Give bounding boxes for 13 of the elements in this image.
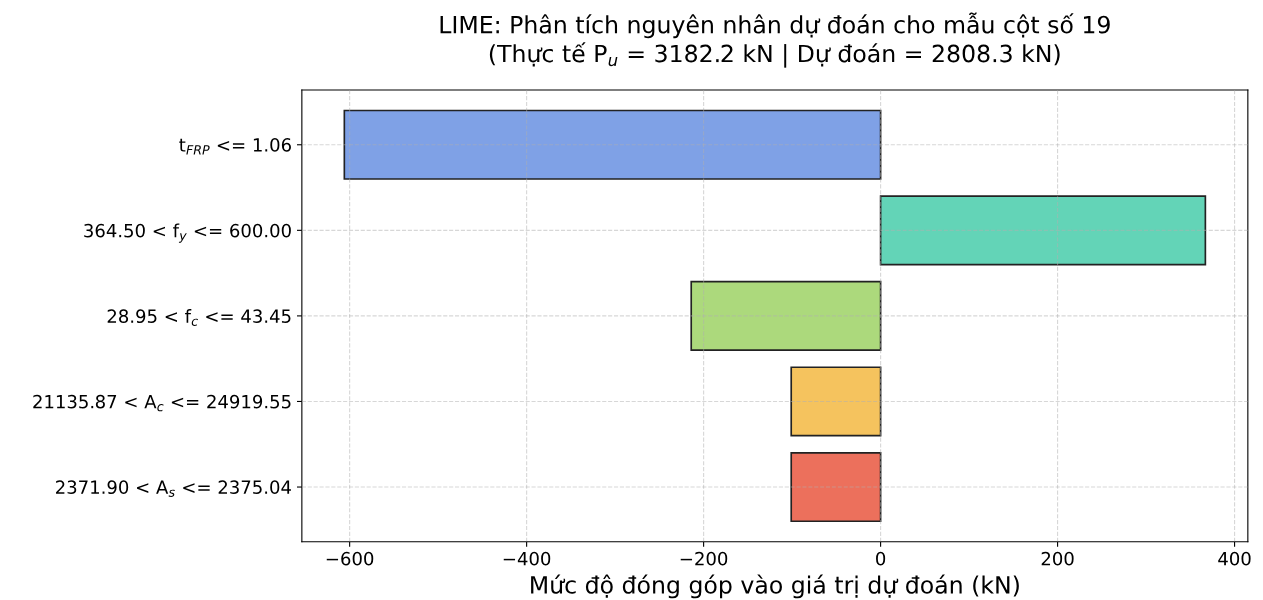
x-axis-title: Mức độ đóng góp vào giá trị dự đoán (kN)	[531, 574, 1019, 599]
x-tick-label: 400	[1218, 551, 1251, 566]
x-tick-label: −400	[503, 551, 551, 566]
x-tick-label: −200	[680, 551, 728, 566]
y-tick-label: 28.95 < f$_{c}$ <= 43.45	[107, 309, 291, 326]
y-tick-label: t$_{FRP}$ <= 1.06	[179, 138, 291, 155]
x-tick-label: 200	[1041, 551, 1074, 566]
x-tick-label: −600	[326, 551, 374, 566]
y-tick-label: 21135.87 < A$_{c}$ <= 24919.55	[33, 394, 291, 412]
y-tick-label: 364.50 < f$_{y}$ <= 600.00	[84, 223, 291, 243]
chart-title: LIME: Phân tích nguyên nhân dự đoán cho mẫu cột số 19 (Thực tế P$_{u}$ = 3182.2 kN | Dự đoán = 2808.3 kN)	[440, 12, 1110, 68]
y-tick-label: 2371.90 < A$_{s}$ <= 2375.04	[56, 480, 291, 497]
x-tick-label: 0	[876, 551, 886, 566]
